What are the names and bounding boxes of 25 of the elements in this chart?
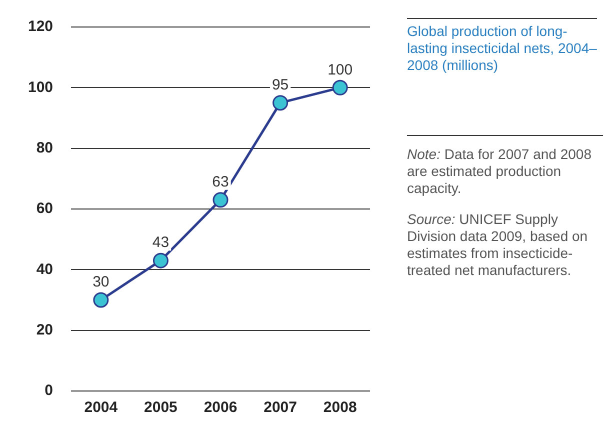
y-tick-label: 100 <box>28 78 54 96</box>
x-tick-label: 2008 <box>323 399 357 416</box>
y-tick-label: 60 <box>36 200 54 218</box>
data-label: 63 <box>212 174 229 191</box>
point <box>93 292 109 308</box>
x-tick-label: 2007 <box>264 399 297 416</box>
data-label: 95 <box>272 76 289 94</box>
data-label: 100 <box>328 61 353 78</box>
data-label: 43 <box>152 234 170 252</box>
x-tick-label: 2005 <box>144 399 178 416</box>
y-tick-label: 80 <box>36 139 54 156</box>
source-note: Source: UNICEF Supply Division data 2009, based on estimates from insecticide-treated net manufacturers. <box>407 211 589 279</box>
point <box>152 252 168 268</box>
point <box>212 192 228 208</box>
x-tick-label: 2006 <box>204 399 238 416</box>
y-tick-label: 20 <box>36 321 54 338</box>
x-tick-label: 2004 <box>84 399 118 416</box>
y-tick-label: 0 <box>44 382 54 400</box>
text: Global production of long-lasting insecticidal nets, 2004–2008 (millions) <box>407 18 597 135</box>
y-tick-label: 40 <box>36 260 54 278</box>
text: Note: Data for 2007 and 2008 are estimated production capacity. <box>407 146 592 197</box>
data-label: 30 <box>92 274 110 291</box>
y-tick-label: 120 <box>28 18 54 36</box>
point <box>272 95 288 111</box>
point <box>332 80 348 96</box>
